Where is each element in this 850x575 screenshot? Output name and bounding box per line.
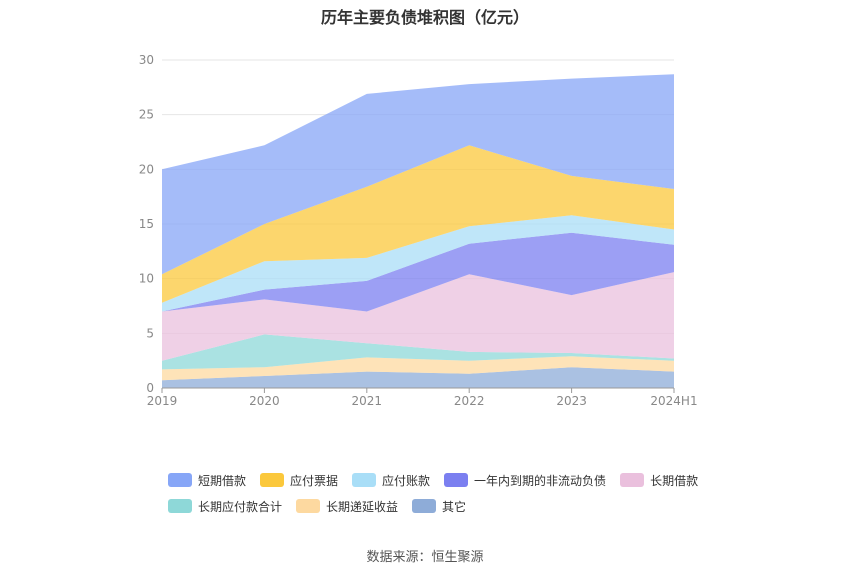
y-tick-label: 5 (146, 326, 154, 340)
legend-item[interactable]: 应付账款 (352, 472, 430, 488)
legend-label: 长期应付款合计 (198, 499, 283, 514)
legend-item[interactable]: 其它 (412, 498, 466, 514)
series-area (162, 367, 674, 388)
legend-label: 其它 (442, 499, 467, 514)
series-area (162, 145, 674, 303)
stacked-area-chart: 0 5 10 15 20 25 30 2019 2020 2021 2022 2023 2024H1 (139, 53, 698, 408)
legend-label: 一年内到期的非流动负债 (474, 473, 607, 488)
legend-swatch (444, 473, 469, 487)
legend-swatch (168, 499, 192, 513)
legend-label: 长期递延收益 (326, 499, 399, 514)
x-tick-label: 2023 (556, 394, 587, 408)
series-area (162, 215, 674, 312)
legend-item[interactable]: 一年内到期的非流动负债 (444, 472, 606, 488)
legend-swatch (296, 499, 321, 513)
legend-label: 应付账款 (382, 473, 431, 488)
x-tick-label: 2021 (352, 394, 383, 408)
legend-swatch (168, 473, 192, 487)
x-tick-label: 2019 (147, 394, 178, 408)
series-areas (162, 74, 674, 388)
series-area (162, 334, 674, 370)
y-tick-label: 25 (139, 108, 154, 122)
y-tick-label: 0 (146, 381, 154, 395)
y-tick-label: 20 (139, 162, 154, 176)
x-tick-label: 2022 (454, 394, 485, 408)
legend-item[interactable]: 长期借款 (620, 472, 698, 488)
y-tick-label: 10 (139, 272, 154, 286)
y-tick-label: 15 (139, 217, 154, 231)
series-area (162, 356, 674, 381)
legend-item[interactable]: 长期应付款合计 (168, 498, 282, 514)
series-area (162, 272, 674, 361)
data-source-note: 数据来源：恒生聚源 (366, 550, 484, 565)
legend-item[interactable]: 长期递延收益 (296, 498, 398, 514)
x-tick-label: 2020 (249, 394, 280, 408)
chart-legend: 短期借款 应付票据 应付账款 一年内到期的非流动负债 长期借款长期应付款合计 长期递延收益… (168, 472, 728, 514)
series-area (162, 232, 674, 312)
y-axis: 0 5 10 15 20 25 30 (139, 53, 154, 395)
legend-label: 长期借款 (650, 473, 699, 488)
legend-item[interactable]: 短期借款 (168, 472, 246, 488)
legend-swatch (260, 473, 285, 487)
legend-item[interactable]: 应付票据 (260, 472, 338, 488)
y-tick-label: 30 (139, 53, 154, 67)
series-area (162, 74, 674, 275)
x-tick-label: 2024H1 (650, 394, 697, 408)
legend-swatch (620, 473, 645, 487)
legend-swatch (412, 499, 437, 513)
legend-label: 短期借款 (198, 473, 247, 488)
chart-title: 历年主要负债堆积图（亿元） (320, 8, 529, 27)
legend-label: 应付票据 (290, 473, 339, 488)
legend-swatch (352, 473, 377, 487)
x-axis: 2019 2020 2021 2022 2023 2024H1 (147, 387, 698, 408)
